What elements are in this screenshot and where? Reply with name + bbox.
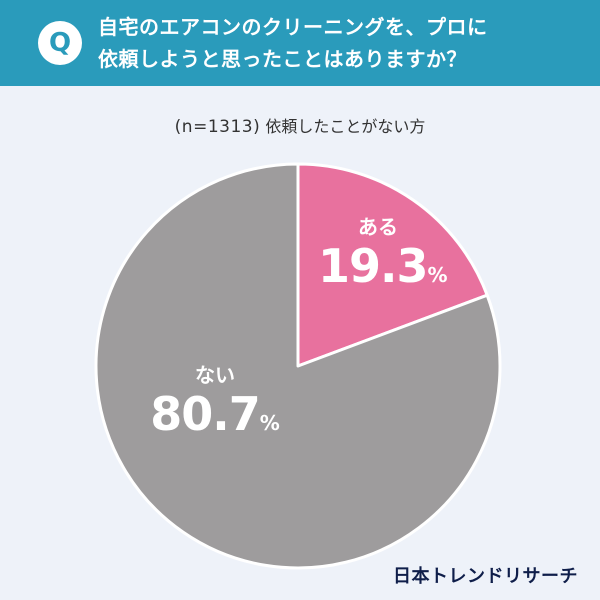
brand-logo: 日本トレンドリサーチ [393,566,578,587]
pie-slice-no [94,162,502,570]
slice-label-yes: ある 19.3% [318,214,448,293]
pie-slice-yes [296,162,489,368]
slice-label-no-name: ない [195,363,235,387]
q-badge-letter: Q [48,28,72,58]
question-line-2: 依頼しようと思ったことはありますか？ [98,47,467,71]
slice-label-yes-percent: % [427,263,448,287]
slice-label-no: ない 80.7% [150,362,280,440]
slice-label-yes-value: 19.3 [318,239,428,293]
question-line-1: 自宅のエアコンのクリーニングを、プロに [98,15,488,39]
question-header: Q 自宅のエアコンのクリーニングを、プロに 依頼しようと思ったことはありますか？ [0,0,600,86]
question-text: 自宅のエアコンのクリーニングを、プロに 依頼しようと思ったことはありますか？ [98,11,578,75]
sample-info: (n=1313) 依頼したことがない方 [0,116,600,138]
slice-label-no-percent: % [259,411,280,435]
sample-size: (n=1313) [174,117,261,137]
q-badge-icon: Q [38,21,82,65]
slice-label-yes-name: ある [358,215,398,239]
slice-label-no-value: 80.7 [150,387,260,441]
sample-subtitle: 依頼したことがない方 [265,117,426,136]
